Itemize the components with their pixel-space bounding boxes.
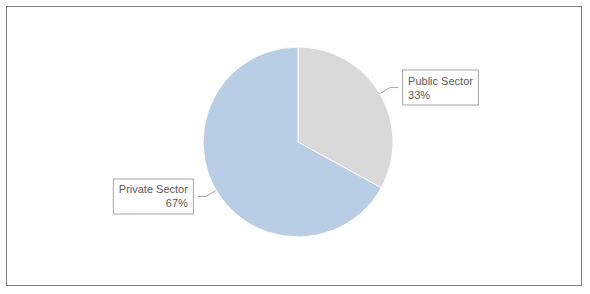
svg-text:33%: 33% [408,89,430,101]
svg-text:Public Sector: Public Sector [408,75,473,87]
svg-text:Private Sector: Private Sector [119,183,188,195]
svg-text:67%: 67% [166,197,188,209]
